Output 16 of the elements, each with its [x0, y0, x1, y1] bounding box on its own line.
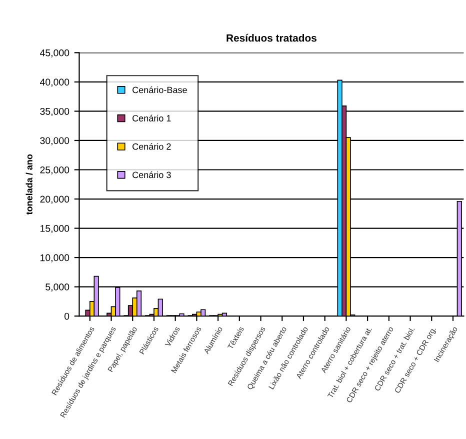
legend-label: Cenário 3: [132, 171, 171, 178]
y-tick-label: 40,000: [40, 78, 70, 87]
chart-title: Resíduos tratados: [226, 34, 316, 42]
y-tick-label: 20,000: [40, 196, 70, 204]
y-tick-label: 0: [64, 312, 70, 320]
y-tick-label: 30,000: [40, 137, 70, 146]
y-tick-label: 15,000: [40, 225, 70, 234]
y-tick-label: 10,000: [40, 254, 70, 262]
y-tick-label: 25,000: [40, 166, 70, 175]
y-tick-label: 45,000: [40, 49, 70, 58]
legend-label: Cenário-Base: [132, 86, 187, 94]
y-tick-label: 35,000: [40, 108, 70, 116]
legend-label: Cenário 1: [132, 114, 171, 122]
y-tick-label: 5,000: [46, 284, 70, 292]
legend-label: Cenário 2: [132, 143, 171, 150]
y-axis-title: tonelada / ano: [26, 154, 33, 215]
